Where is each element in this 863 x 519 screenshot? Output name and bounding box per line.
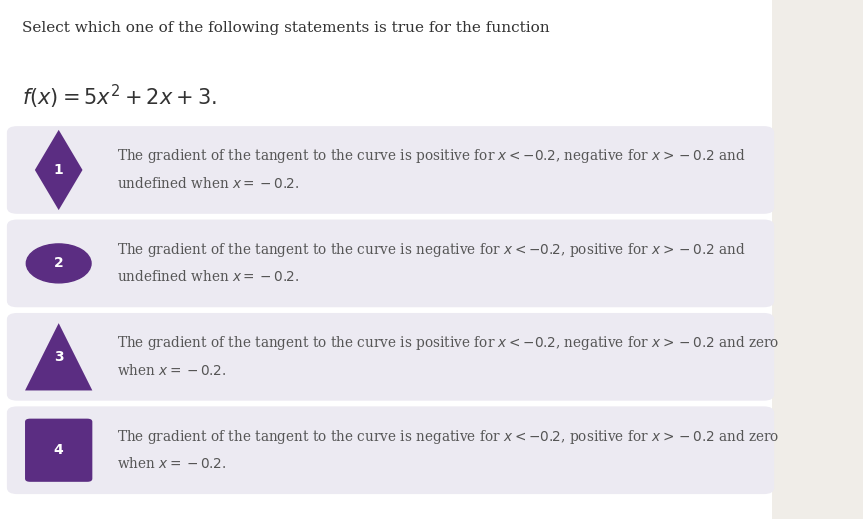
Text: The gradient of the tangent to the curve is negative for $x < -0.2$, positive fo: The gradient of the tangent to the curve… [117, 428, 779, 446]
Text: The gradient of the tangent to the curve is negative for $x < -0.2$, positive fo: The gradient of the tangent to the curve… [117, 241, 745, 259]
Circle shape [27, 244, 91, 283]
FancyBboxPatch shape [7, 126, 774, 214]
Text: undefined when $x = -0.2$.: undefined when $x = -0.2$. [117, 269, 299, 284]
Text: The gradient of the tangent to the curve is positive for $x < -0.2$, negative fo: The gradient of the tangent to the curve… [117, 147, 745, 166]
Polygon shape [35, 130, 83, 210]
Text: undefined when $x = -0.2$.: undefined when $x = -0.2$. [117, 176, 299, 191]
Text: 1: 1 [54, 163, 64, 177]
FancyBboxPatch shape [772, 0, 863, 519]
Text: 2: 2 [54, 256, 64, 270]
FancyBboxPatch shape [7, 220, 774, 307]
Text: when $x = -0.2$.: when $x = -0.2$. [117, 456, 225, 471]
Text: when $x = -0.2$.: when $x = -0.2$. [117, 363, 225, 378]
Text: Select which one of the following statements is true for the function: Select which one of the following statem… [22, 21, 549, 35]
FancyBboxPatch shape [7, 313, 774, 401]
Text: 4: 4 [54, 443, 64, 457]
Text: The gradient of the tangent to the curve is positive for $x < -0.2$, negative fo: The gradient of the tangent to the curve… [117, 334, 779, 352]
Text: 3: 3 [54, 350, 64, 364]
FancyBboxPatch shape [25, 419, 92, 482]
FancyBboxPatch shape [7, 406, 774, 494]
Text: $f(x) = 5x^2 + 2x + 3.$: $f(x) = 5x^2 + 2x + 3.$ [22, 83, 217, 111]
Polygon shape [25, 323, 92, 390]
